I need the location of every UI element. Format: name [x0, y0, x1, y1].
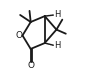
- Text: O: O: [16, 31, 23, 40]
- Text: O: O: [27, 61, 34, 70]
- Text: H: H: [54, 41, 61, 50]
- Text: H: H: [54, 10, 61, 19]
